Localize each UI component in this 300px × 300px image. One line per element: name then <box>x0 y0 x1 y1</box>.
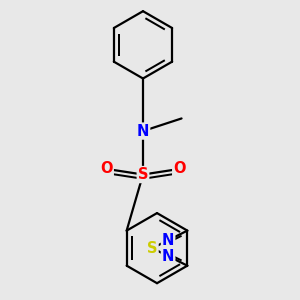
Text: N: N <box>137 124 149 139</box>
Text: N: N <box>162 233 174 248</box>
Text: S: S <box>147 241 158 256</box>
Text: N: N <box>162 248 174 263</box>
Text: O: O <box>173 161 186 176</box>
Text: S: S <box>138 167 148 182</box>
Text: O: O <box>100 161 113 176</box>
